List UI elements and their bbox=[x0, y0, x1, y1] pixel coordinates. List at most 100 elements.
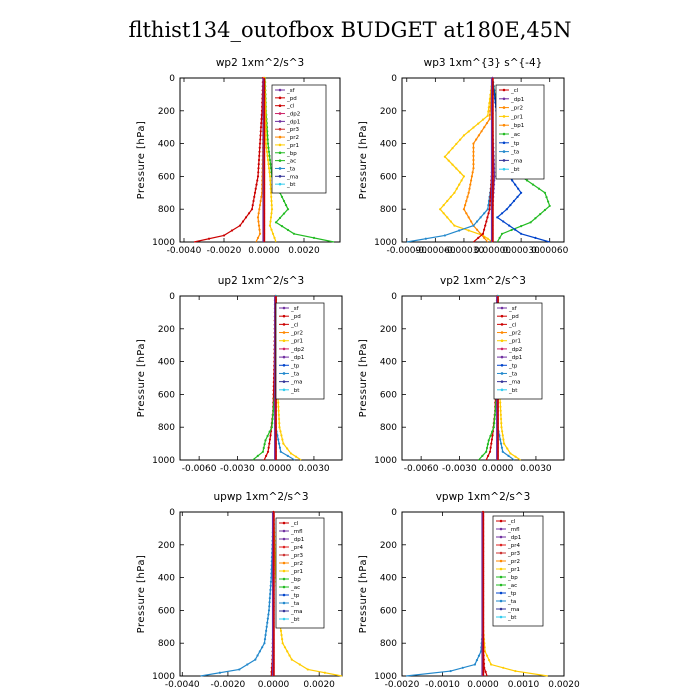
legend-marker bbox=[499, 615, 503, 619]
x-tick-label: 0.00060 bbox=[531, 246, 568, 256]
series-point bbox=[258, 650, 261, 653]
series-point bbox=[281, 638, 284, 641]
series-point bbox=[265, 625, 268, 628]
legend-entry: _dp1 bbox=[510, 97, 524, 103]
series-point bbox=[259, 199, 262, 203]
legend-entry: _tp bbox=[507, 591, 517, 597]
y-tick-label: 600 bbox=[158, 172, 175, 182]
series-point bbox=[279, 629, 283, 633]
series-point bbox=[286, 454, 289, 457]
series-point bbox=[534, 236, 537, 239]
series-point bbox=[238, 668, 241, 671]
series-point bbox=[256, 216, 260, 219]
series-point bbox=[447, 159, 450, 162]
legend-marker bbox=[502, 106, 506, 109]
legend-entry: _ta bbox=[290, 371, 299, 377]
series-point bbox=[278, 422, 281, 425]
series-point bbox=[487, 204, 490, 207]
series-point bbox=[270, 195, 273, 198]
series-point bbox=[257, 167, 260, 170]
series-point bbox=[298, 663, 301, 666]
legend-marker bbox=[502, 159, 506, 162]
x-tick-label: -0.0020 bbox=[207, 246, 242, 256]
series-point bbox=[247, 212, 251, 215]
legend-marker bbox=[282, 577, 286, 581]
legend-entry: _pr2 bbox=[507, 559, 520, 565]
legend-entry: _ta bbox=[290, 601, 299, 607]
series-point bbox=[472, 150, 475, 153]
series-point bbox=[255, 183, 258, 186]
legend-marker bbox=[282, 347, 286, 351]
legend-entry: _ma bbox=[510, 158, 522, 164]
legend-box bbox=[275, 302, 325, 400]
series-point bbox=[269, 191, 273, 194]
series-point bbox=[499, 438, 502, 441]
series-point bbox=[258, 150, 261, 153]
series-point bbox=[279, 430, 282, 433]
series-point bbox=[514, 228, 517, 231]
legend-entry: _ac bbox=[510, 132, 520, 138]
series-point bbox=[493, 175, 496, 178]
y-tick-label: 600 bbox=[158, 606, 175, 616]
series-point bbox=[266, 617, 269, 620]
series-point bbox=[502, 442, 506, 445]
legend-entry: _ac bbox=[290, 585, 300, 591]
y-axis-label: Pressure [hPa] bbox=[136, 339, 147, 418]
series-point bbox=[499, 405, 502, 408]
legend-marker bbox=[278, 143, 282, 147]
legend-entry: _pd bbox=[290, 314, 301, 320]
legend-marker bbox=[499, 535, 503, 539]
series-point bbox=[487, 212, 490, 215]
series-point bbox=[270, 208, 274, 211]
series-point bbox=[267, 609, 271, 612]
legend-entry: _dp2 bbox=[508, 347, 522, 353]
series-point bbox=[494, 409, 497, 412]
legend-entry: _dp1 bbox=[290, 355, 304, 361]
series-point bbox=[264, 633, 267, 637]
series-point bbox=[267, 613, 270, 616]
series-point bbox=[493, 97, 497, 100]
legend-marker bbox=[502, 150, 506, 153]
y-axis-label: Pressure [hPa] bbox=[358, 339, 369, 418]
legend-marker bbox=[282, 355, 286, 359]
legend-entry: _cl bbox=[290, 521, 299, 527]
series-point bbox=[270, 576, 273, 579]
legend-marker bbox=[502, 132, 506, 136]
series-point bbox=[277, 401, 280, 404]
y-tick-label: 400 bbox=[158, 140, 175, 150]
legend-entry: _ma bbox=[290, 380, 302, 386]
series-point bbox=[486, 216, 489, 219]
series-point bbox=[472, 224, 475, 227]
x-tick-label: -0.0060 bbox=[404, 464, 439, 474]
series-point bbox=[479, 216, 482, 219]
y-tick-label: 200 bbox=[158, 325, 175, 335]
legend-marker bbox=[278, 167, 282, 170]
series-point bbox=[270, 204, 273, 207]
series-point bbox=[268, 175, 272, 178]
x-tick-label: -0.0010 bbox=[425, 680, 460, 690]
series-point bbox=[500, 446, 504, 449]
series-point bbox=[270, 228, 273, 231]
series-point bbox=[499, 413, 502, 416]
legend-entry: _sf bbox=[286, 88, 296, 94]
series-point bbox=[271, 422, 274, 425]
series-point bbox=[484, 670, 487, 674]
legend-marker bbox=[502, 115, 506, 118]
series-point bbox=[265, 150, 269, 153]
legend-entry: _cl bbox=[510, 88, 519, 94]
series-point bbox=[485, 220, 488, 223]
legend-marker bbox=[499, 559, 503, 563]
x-tick-label: -0.00060 bbox=[415, 246, 456, 256]
y-tick-label: 400 bbox=[380, 358, 397, 368]
series-point bbox=[510, 228, 513, 232]
series-point bbox=[443, 155, 446, 158]
series-point bbox=[499, 409, 502, 412]
x-tick-label: -0.0030 bbox=[442, 464, 477, 474]
legend-marker bbox=[500, 355, 504, 359]
series-point bbox=[534, 217, 537, 220]
series-point bbox=[520, 232, 523, 235]
legend-box bbox=[271, 84, 327, 194]
series-point bbox=[253, 191, 257, 194]
legend-entry: _pr1 bbox=[286, 143, 299, 149]
